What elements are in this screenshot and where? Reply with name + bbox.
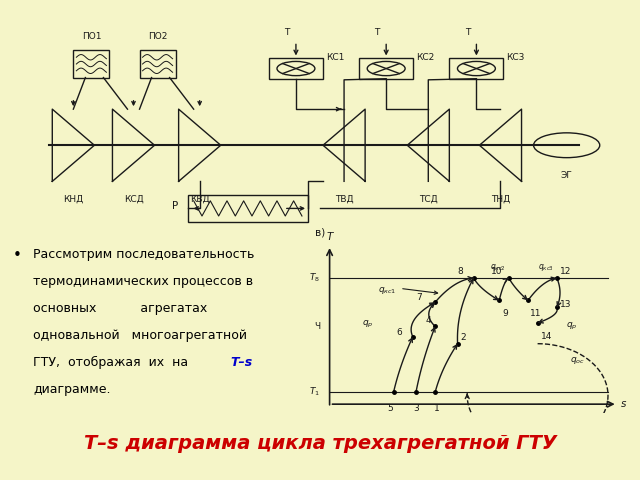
Text: T: T [465, 28, 470, 37]
Text: в): в) [315, 228, 325, 238]
Text: Ч: Ч [314, 322, 320, 331]
Text: T–s: T–s [230, 356, 253, 369]
Text: КС1: КС1 [326, 53, 344, 62]
Text: 12: 12 [560, 267, 572, 276]
Text: 14: 14 [541, 332, 552, 341]
Text: $q_{кс2}$: $q_{кс2}$ [490, 262, 506, 273]
Text: $q_р$: $q_р$ [362, 319, 373, 330]
Text: 9: 9 [502, 309, 508, 318]
Text: 13: 13 [560, 300, 572, 309]
Text: $q_{кс3}$: $q_{кс3}$ [538, 262, 554, 273]
Text: 3: 3 [413, 404, 419, 413]
Text: основных           агрегатах: основных агрегатах [33, 302, 208, 315]
Text: ТВД: ТВД [335, 195, 353, 204]
Text: 8: 8 [458, 267, 463, 276]
Text: $T_8$: $T_8$ [309, 272, 320, 284]
Bar [140, 50, 175, 78]
Text: 11: 11 [530, 309, 541, 318]
Text: s: s [621, 399, 626, 409]
Text: термодинамических процессов в: термодинамических процессов в [33, 275, 253, 288]
Text: T–s диаграмма цикла трехагрегатной ГТУ: T–s диаграмма цикла трехагрегатной ГТУ [84, 433, 556, 453]
Text: $q_р$: $q_р$ [566, 321, 578, 332]
Text: T: T [326, 232, 333, 242]
Text: КНД: КНД [63, 195, 83, 204]
Text: Рассмотрим последовательность: Рассмотрим последовательность [33, 248, 255, 261]
Bar [188, 195, 308, 222]
Text: 4: 4 [426, 316, 431, 324]
Text: ГТУ,  отображая  их  на: ГТУ, отображая их на [33, 356, 193, 369]
Text: одновальной   многоагрегатной: одновальной многоагрегатной [33, 329, 248, 342]
Text: КС2: КС2 [416, 53, 435, 62]
Text: 1: 1 [434, 404, 440, 413]
Text: ~: ~ [561, 139, 572, 152]
Text: T: T [284, 28, 289, 37]
Text: 2: 2 [461, 333, 467, 342]
Bar [449, 59, 504, 79]
Text: $q_{кс1}$: $q_{кс1}$ [378, 285, 396, 296]
Text: 5: 5 [388, 404, 393, 413]
Text: •: • [12, 248, 21, 263]
Text: 7: 7 [416, 293, 422, 302]
Bar [359, 59, 413, 79]
Text: ТСД: ТСД [419, 195, 438, 204]
Bar [269, 59, 323, 79]
Text: 10: 10 [491, 267, 502, 276]
Text: $q_{ос}$: $q_{ос}$ [570, 356, 584, 366]
Text: КС3: КС3 [506, 53, 525, 62]
Text: ПО2: ПО2 [148, 33, 167, 41]
Text: КСД: КСД [124, 195, 143, 204]
Text: КВД: КВД [190, 195, 209, 204]
Text: 6: 6 [397, 328, 403, 337]
Text: диаграмме.: диаграмме. [33, 383, 111, 396]
Text: ТНД: ТНД [491, 195, 510, 204]
Text: ЭГ: ЭГ [561, 171, 573, 180]
Text: $T_1$: $T_1$ [309, 386, 320, 398]
Bar [74, 50, 109, 78]
Text: Р: Р [173, 201, 179, 211]
Text: ПО1: ПО1 [82, 33, 101, 41]
Text: T: T [374, 28, 380, 37]
